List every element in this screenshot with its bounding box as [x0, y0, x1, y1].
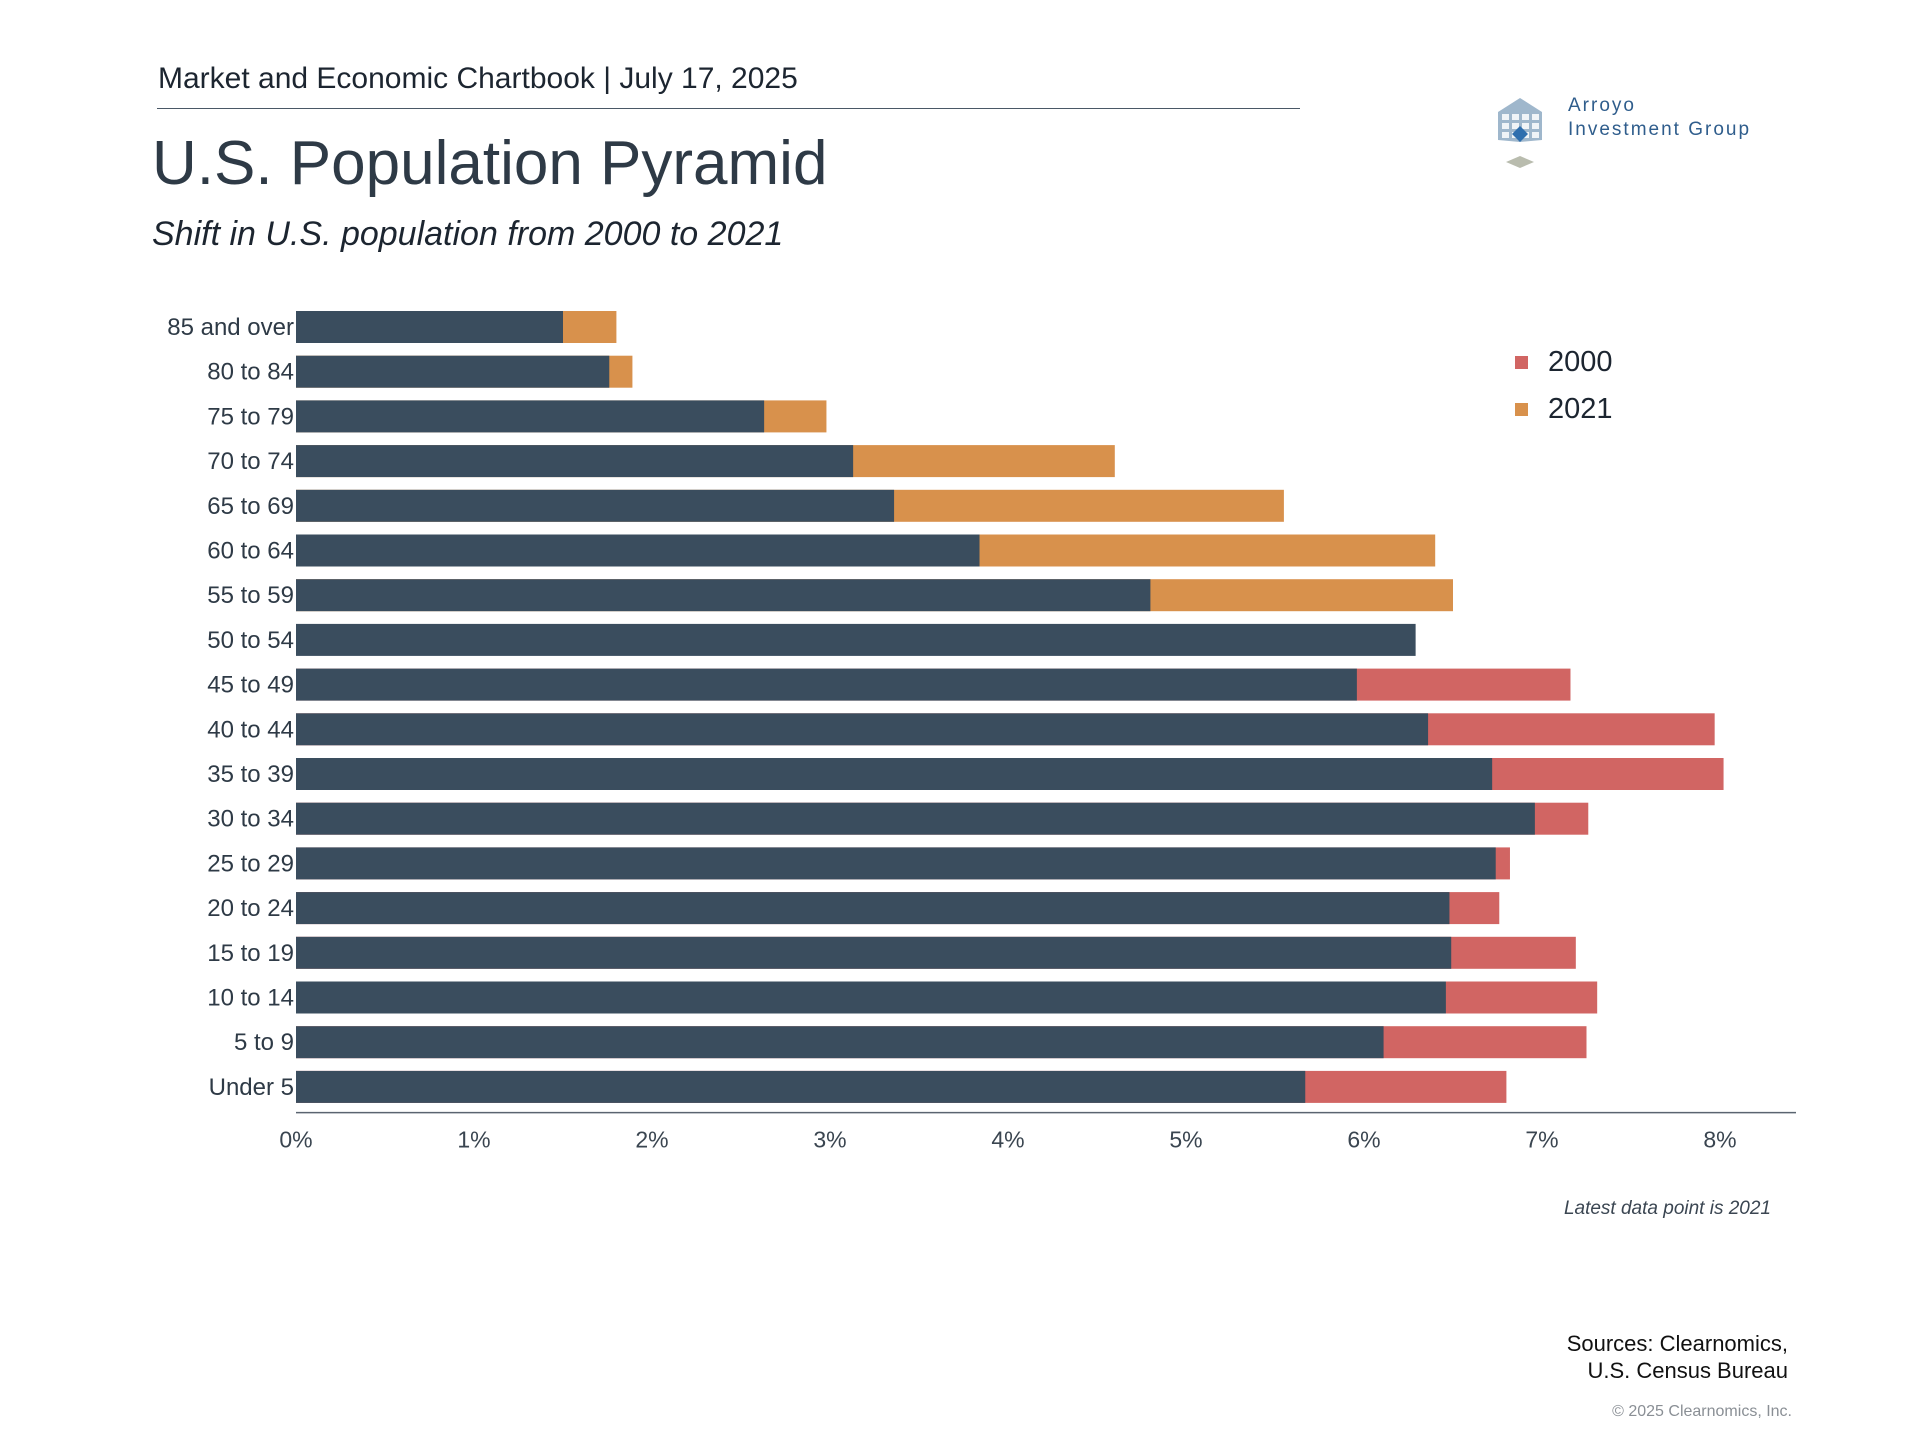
bar-overlap-55-to-59 — [296, 579, 1151, 612]
legend-swatch-2000 — [1515, 356, 1528, 369]
category-label: Under 5 — [209, 1074, 294, 1101]
x-tick-label: 0% — [279, 1127, 312, 1153]
category-label: 55 to 59 — [207, 582, 294, 609]
copyright: © 2025 Clearnomics, Inc. — [1612, 1403, 1792, 1420]
x-axis-ticks: 0% 1% 2% 3% 4% 5% 6% 7% 8% — [279, 1127, 1736, 1153]
bar-overlap-30-to-34 — [296, 802, 1535, 835]
category-label: 30 to 34 — [207, 806, 294, 833]
chartbook-kicker: Market and Economic Chartbook | July 17,… — [158, 62, 798, 95]
category-label: 85 and over — [167, 314, 294, 341]
category-label: 15 to 19 — [207, 940, 294, 967]
bar-overlap-15-to-19 — [296, 936, 1452, 969]
x-tick-label: 6% — [1347, 1127, 1380, 1153]
bar-overlap-60-to-64 — [296, 534, 980, 567]
category-label: 50 to 54 — [207, 627, 294, 654]
category-label: 45 to 49 — [207, 672, 294, 699]
category-labels: 85 and over 80 to 84 75 to 79 70 to 74 65 to… — [167, 314, 294, 1101]
sources: Sources: Clearnomics, U.S. Census Bureau — [1567, 1330, 1788, 1384]
category-label: 10 to 14 — [207, 985, 294, 1012]
x-tick-label: 7% — [1525, 1127, 1558, 1153]
category-label: 25 to 29 — [207, 850, 294, 877]
category-label: 65 to 69 — [207, 493, 294, 520]
x-tick-label: 3% — [813, 1127, 846, 1153]
x-tick-label: 4% — [991, 1127, 1024, 1153]
bars-group — [296, 311, 1724, 1103]
category-label: 70 to 74 — [207, 448, 294, 475]
bar-overlap-20-to-24 — [296, 892, 1450, 925]
category-label: 40 to 44 — [207, 716, 294, 743]
bar-overlap-75-to-79 — [296, 400, 765, 433]
bar-overlap-50-to-54 — [296, 623, 1416, 656]
x-tick-label: 1% — [457, 1127, 490, 1153]
category-label: 35 to 39 — [207, 761, 294, 788]
bar-overlap-10-to-14 — [296, 981, 1446, 1014]
category-label: 60 to 64 — [207, 538, 294, 565]
header-divider — [157, 108, 1300, 109]
bar-overlap-5-to-9 — [296, 1026, 1384, 1059]
sources-line-2: U.S. Census Bureau — [1587, 1358, 1788, 1383]
category-label: 20 to 24 — [207, 895, 294, 922]
bar-overlap-65-to-69 — [296, 489, 895, 522]
chart-legend: 2000 2021 — [1515, 346, 1613, 425]
x-tick-label: 8% — [1703, 1127, 1736, 1153]
bar-overlap-70-to-74 — [296, 445, 854, 478]
data-note: Latest data point is 2021 — [1563, 1198, 1771, 1219]
category-label: 5 to 9 — [234, 1029, 294, 1056]
building-grid-icon — [1498, 98, 1542, 168]
x-tick-label: 5% — [1169, 1127, 1202, 1153]
bar-overlap-40-to-44 — [296, 713, 1429, 746]
legend-label-2000: 2000 — [1548, 346, 1613, 378]
legend-label-2021: 2021 — [1548, 393, 1613, 425]
company-logo: Arroyo Investment Group — [1490, 92, 1790, 182]
bar-overlap-under-5 — [296, 1070, 1306, 1103]
bar-overlap-35-to-39 — [296, 758, 1493, 790]
category-label: 75 to 79 — [207, 403, 294, 430]
legend-swatch-2021 — [1515, 403, 1528, 416]
logo-name-line-1: Arroyo — [1568, 95, 1636, 116]
category-label: 80 to 84 — [207, 359, 294, 386]
bar-overlap-80-to-84 — [296, 355, 610, 388]
page-subtitle: Shift in U.S. population from 2000 to 20… — [152, 215, 784, 253]
sources-line-1: Sources: Clearnomics, — [1566, 1331, 1788, 1356]
bar-overlap-85-and-over — [296, 311, 563, 343]
x-tick-label: 2% — [635, 1127, 668, 1153]
bar-overlap-45-to-49 — [296, 668, 1357, 701]
logo-name-line-2: Investment Group — [1568, 119, 1752, 140]
page-title: U.S. Population Pyramid — [152, 129, 828, 198]
bar-overlap-25-to-29 — [296, 847, 1496, 880]
